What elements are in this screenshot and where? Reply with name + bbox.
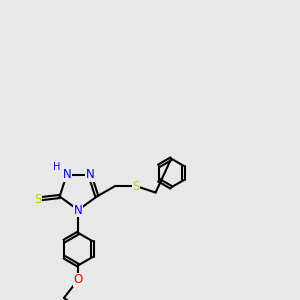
Text: O: O	[74, 273, 83, 286]
Text: S: S	[34, 193, 41, 206]
Text: N: N	[85, 168, 94, 181]
Text: S: S	[132, 179, 140, 193]
Text: N: N	[62, 168, 71, 181]
Text: H: H	[53, 162, 61, 172]
Text: N: N	[74, 203, 82, 217]
